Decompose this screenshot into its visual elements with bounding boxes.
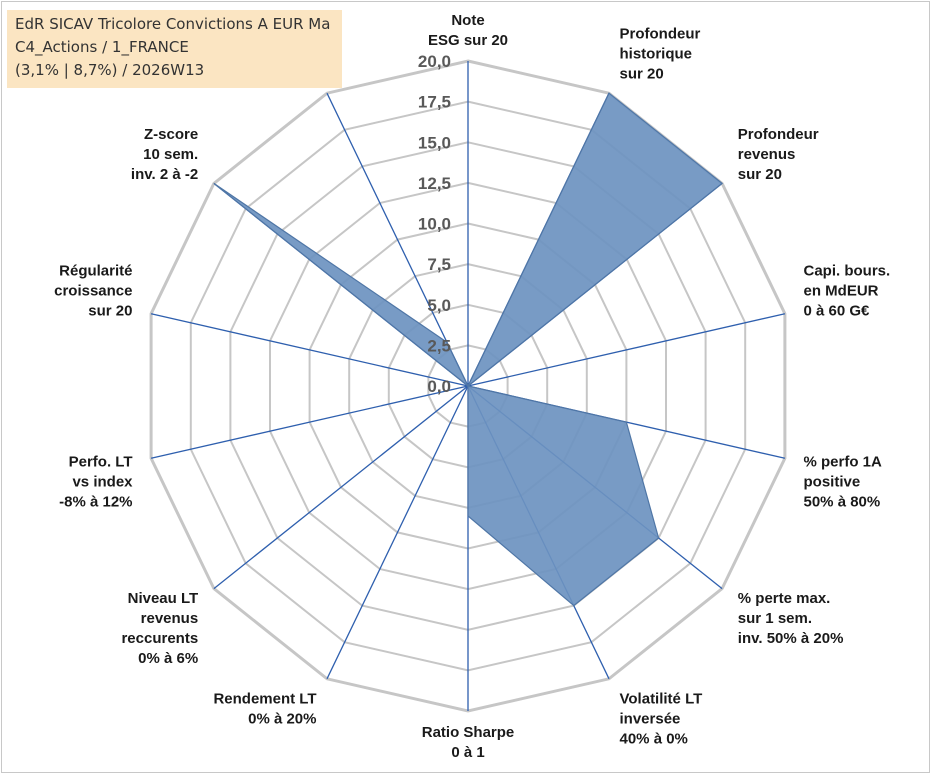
axis-label-line: sur 20 bbox=[738, 166, 782, 183]
axis-label-1: Profondeur historique sur 20 bbox=[620, 26, 701, 83]
axis-label-line: ESG sur 20 bbox=[428, 32, 508, 49]
axis-label-line: Ratio Sharpe bbox=[422, 724, 515, 741]
tick-label: 17,5 bbox=[418, 93, 451, 112]
axis-label-line: 0 à 1 bbox=[451, 744, 484, 761]
axis-label-line: Rendement LT bbox=[213, 690, 316, 707]
axis-label-2: Profondeur revenus sur 20 bbox=[738, 126, 819, 183]
axis-spoke-9 bbox=[213, 385, 469, 590]
axis-label-6: Volatilité LT inversée 40% à 0% bbox=[620, 690, 703, 747]
axis-label-line: inv. 50% à 20% bbox=[738, 630, 844, 647]
axis-label-line: inversée bbox=[620, 710, 681, 727]
tick-label: 15,0 bbox=[418, 133, 451, 152]
series-layer bbox=[213, 92, 724, 607]
axis-label-line: 50% à 80% bbox=[804, 494, 881, 511]
axis-label-line: % perfo 1A bbox=[804, 454, 883, 471]
axis-label-line: Profondeur bbox=[738, 126, 819, 143]
axis-label-line: sur 1 sem. bbox=[738, 610, 812, 627]
axis-label-line: revenus bbox=[738, 146, 796, 163]
fund-category: C4_Actions / 1_FRANCE bbox=[15, 38, 189, 56]
fund-info-box: EdR SICAV Tricolore Convictions A EUR Ma… bbox=[7, 10, 342, 88]
axis-label-5: % perte max. sur 1 sem. inv. 50% à 20% bbox=[738, 590, 844, 647]
axis-spoke-10 bbox=[150, 385, 469, 459]
axis-label-line: historique bbox=[620, 46, 693, 63]
fund-stats: (3,1% | 8,7%) / 2026W13 bbox=[15, 61, 205, 79]
axis-label-line: reccurents bbox=[121, 630, 198, 647]
axis-label-line: Régularité bbox=[59, 262, 132, 279]
axis-label-line: croissance bbox=[54, 282, 132, 299]
axis-label-line: inv. 2 à -2 bbox=[131, 166, 198, 183]
axis-spoke-3 bbox=[467, 313, 786, 387]
series-area-0 bbox=[213, 92, 724, 607]
axis-label-9: Niveau LT revenus reccurents 0% à 6% bbox=[121, 590, 198, 667]
axis-label-line: Note bbox=[451, 12, 484, 29]
axis-label-0: Note ESG sur 20 bbox=[428, 12, 508, 49]
axis-label-line: 40% à 0% bbox=[620, 730, 688, 747]
tick-label: 2,5 bbox=[427, 336, 451, 355]
axis-spoke-11 bbox=[150, 313, 469, 387]
axis-label-line: % perte max. bbox=[738, 590, 831, 607]
axis-label-line: Niveau LT bbox=[128, 590, 199, 607]
axis-label-line: sur 20 bbox=[88, 302, 132, 319]
axis-label-line: Z-score bbox=[144, 126, 198, 143]
axis-label-line: Profondeur bbox=[620, 26, 701, 43]
axis-label-8: Rendement LT 0% à 20% bbox=[213, 690, 316, 727]
axis-label-11: Régularité croissance sur 20 bbox=[54, 262, 132, 319]
axis-label-line: sur 20 bbox=[620, 66, 664, 83]
axis-label-line: 0% à 20% bbox=[248, 710, 316, 727]
tick-label: 0,0 bbox=[427, 377, 451, 396]
axis-label-line: 10 sem. bbox=[143, 146, 198, 163]
tick-label: 7,5 bbox=[427, 255, 451, 274]
axis-spoke-13 bbox=[326, 92, 469, 387]
axis-label-line: -8% à 12% bbox=[59, 494, 132, 511]
axis-label-4: % perfo 1A positive 50% à 80% bbox=[804, 454, 883, 511]
tick-label: 10,0 bbox=[418, 215, 451, 234]
axis-label-3: Capi. bours. en MdEUR 0 à 60 G€ bbox=[804, 262, 891, 319]
axis-label-12: Z-score 10 sem. inv. 2 à -2 bbox=[131, 126, 198, 183]
tick-label: 5,0 bbox=[427, 296, 451, 315]
tick-layer: 0,0 2,5 5,0 7,5 10,0 12,5 15,0 17,5 20,0 bbox=[418, 52, 451, 396]
axis-label-7: Ratio Sharpe 0 à 1 bbox=[422, 724, 515, 761]
axis-label-line: revenus bbox=[141, 610, 199, 627]
tick-label: 12,5 bbox=[418, 174, 451, 193]
axis-label-line: Volatilité LT bbox=[620, 690, 703, 707]
axis-label-line: Perfo. LT bbox=[69, 454, 133, 471]
axis-label-line: Capi. bours. bbox=[804, 262, 891, 279]
axis-label-line: 0% à 6% bbox=[138, 650, 198, 667]
axis-label-line: positive bbox=[804, 474, 861, 491]
tick-label: 20,0 bbox=[418, 52, 451, 71]
axis-label-line: en MdEUR bbox=[804, 282, 879, 299]
axis-label-10: Perfo. LT vs index -8% à 12% bbox=[59, 454, 133, 511]
axis-spoke-8 bbox=[326, 385, 469, 680]
fund-name: EdR SICAV Tricolore Convictions A EUR Ma bbox=[15, 15, 331, 33]
axis-label-line: vs index bbox=[72, 474, 133, 491]
axis-label-line: 0 à 60 G€ bbox=[804, 302, 871, 319]
